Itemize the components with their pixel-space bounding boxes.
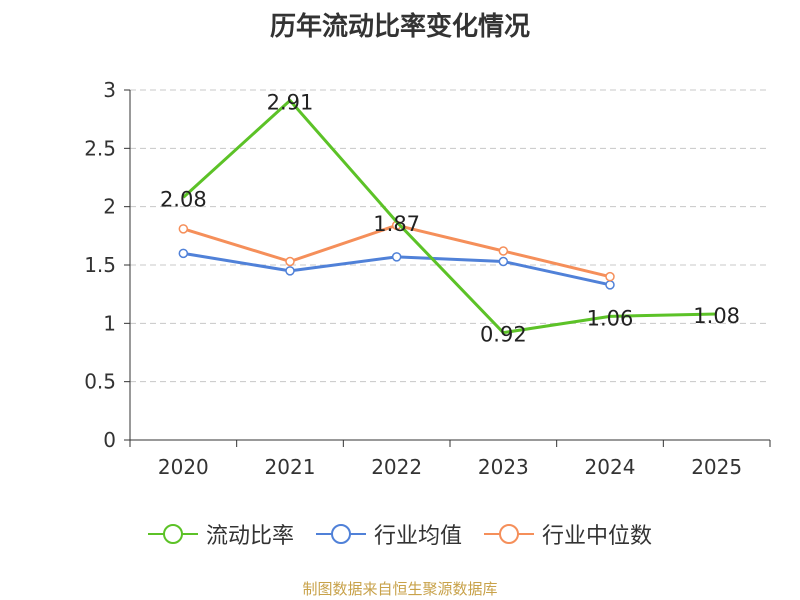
data-label-2020: 2.08	[160, 187, 207, 211]
point-industry-mean-2022	[391, 252, 402, 262]
point-industry-mean-2021	[285, 266, 295, 276]
x-tick-label-2023: 2023	[478, 455, 529, 479]
point-industry-median-2023	[498, 246, 509, 256]
y-tick-label-5: 2.5	[84, 136, 116, 160]
legend-label-industry-mean: 行业均值	[373, 524, 462, 549]
legend-swatch-marker	[162, 524, 183, 544]
x-tick-label-2021: 2021	[265, 455, 316, 479]
point-industry-median-2021	[285, 256, 295, 267]
y-tick-label-6: 3	[103, 78, 116, 102]
y-tick-label-2: 1	[103, 311, 116, 335]
point-industry-mean-2023	[498, 256, 509, 267]
data-label-2024: 1.06	[587, 306, 634, 330]
point-industry-median-2020	[178, 224, 189, 234]
legend-swatch-marker	[499, 524, 519, 544]
y-tick-label-1: 0.5	[84, 370, 116, 394]
data-label-2022: 1.87	[373, 212, 420, 236]
legend-item-industry-median[interactable]: 行业中位数	[484, 518, 652, 550]
point-industry-mean-2024	[605, 280, 615, 290]
y-tick-label-4: 2	[103, 195, 116, 219]
x-tick-label-2020: 2020	[158, 455, 209, 479]
x-tick-label-2022: 2022	[371, 455, 422, 479]
legend: 流动比率 行业均值 行业中位数	[0, 518, 800, 550]
legend-swatch-current-ratio	[147, 524, 198, 544]
data-label-2023: 0.92	[480, 323, 527, 347]
series-line-current-ratio	[182, 99, 717, 335]
legend-item-current-ratio[interactable]: 流动比率	[147, 518, 294, 550]
legend-swatch-industry-median	[484, 524, 534, 544]
point-industry-median-2024	[605, 271, 615, 282]
legend-swatch-industry-mean	[315, 524, 366, 544]
legend-swatch-marker	[330, 524, 351, 544]
x-tick-label-2025: 2025	[691, 455, 742, 479]
legend-label-industry-median: 行业中位数	[542, 524, 653, 549]
legend-label-current-ratio: 流动比率	[205, 524, 294, 549]
y-tick-label-0: 0	[103, 428, 116, 452]
data-label-2021: 2.91	[267, 91, 314, 115]
source-note: 制图数据来自恒生聚源数据库	[302, 580, 498, 598]
x-tick-label-2024: 2024	[585, 455, 636, 479]
data-label-2025: 1.08	[693, 304, 740, 328]
legend-item-industry-mean[interactable]: 行业均值	[315, 518, 462, 550]
y-tick-label-3: 1.5	[84, 253, 116, 277]
chart-title: 历年流动比率变化情况	[269, 12, 530, 42]
point-industry-mean-2020	[178, 248, 189, 259]
